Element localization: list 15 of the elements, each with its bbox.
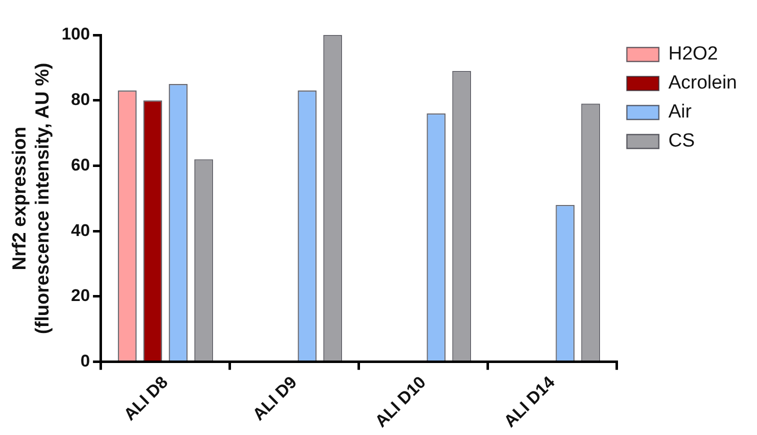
x-tick-label: ALI D9 <box>249 372 301 424</box>
legend-label: CS <box>668 130 695 152</box>
y-tick-label: 20 <box>71 286 90 306</box>
y-tick-label: 100 <box>62 24 90 44</box>
y-axis-title: Nrf2 expression (fluorescence intensity, AU %) <box>10 62 54 334</box>
x-tick-label: ALI D14 <box>500 372 559 431</box>
y-tick-label: 60 <box>71 155 90 174</box>
y-tick-label: 0 <box>80 352 90 371</box>
x-tick-label: ALI D8 <box>120 372 172 424</box>
x-tick-label: ALI D10 <box>371 372 430 431</box>
legend-label: Air <box>668 102 692 123</box>
y-tick-label: 80 <box>71 90 90 110</box>
y-tick-label: 40 <box>71 220 90 240</box>
legend-label: H2O2 <box>668 44 718 65</box>
legend-label: Acrolein <box>668 72 738 94</box>
